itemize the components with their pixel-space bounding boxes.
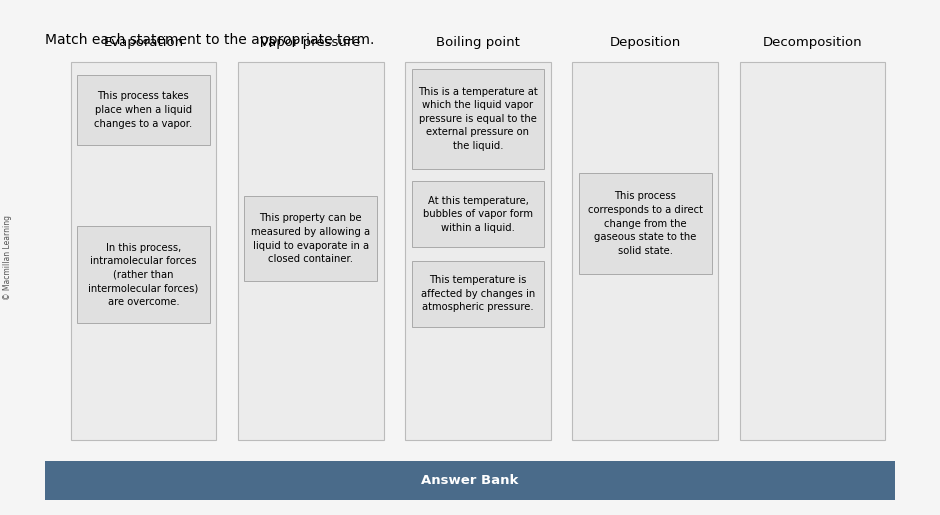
Text: This property can be
measured by allowing a
liquid to evaporate in a
closed cont: This property can be measured by allowin… [251, 213, 370, 264]
Bar [412, 261, 544, 327]
Text: © Macmillan Learning: © Macmillan Learning [3, 215, 12, 300]
Text: This is a temperature at
which the liquid vapor
pressure is equal to the
externa: This is a temperature at which the liqui… [418, 87, 538, 151]
Text: At this temperature,
bubbles of vapor form
within a liquid.: At this temperature, bubbles of vapor fo… [423, 196, 533, 233]
Bar [70, 62, 216, 440]
Bar [572, 62, 718, 440]
Bar [579, 174, 712, 274]
Bar [77, 227, 210, 323]
Text: In this process,
intramolecular forces
(rather than
intermolecular forces)
are o: In this process, intramolecular forces (… [88, 243, 198, 307]
Text: This process takes
place when a liquid
changes to a vapor.: This process takes place when a liquid c… [94, 92, 193, 129]
Text: Evaporation: Evaporation [103, 36, 183, 49]
Bar [77, 75, 210, 145]
Bar [412, 68, 544, 169]
Bar [412, 181, 544, 247]
Text: Answer Bank: Answer Bank [421, 474, 519, 487]
Bar [244, 196, 377, 281]
Text: This process
corresponds to a direct
change from the
gaseous state to the
solid : This process corresponds to a direct cha… [588, 192, 703, 256]
Text: Deposition: Deposition [610, 36, 681, 49]
Bar [405, 62, 551, 440]
Text: Vapor pressure: Vapor pressure [260, 36, 361, 49]
Text: Match each statement to the appropriate term.: Match each statement to the appropriate … [45, 33, 374, 47]
Bar [740, 62, 885, 440]
Text: Decomposition: Decomposition [763, 36, 862, 49]
Bar [238, 62, 384, 440]
Bar [45, 461, 895, 500]
Text: This temperature is
affected by changes in
atmospheric pressure.: This temperature is affected by changes … [421, 275, 535, 312]
Text: Boiling point: Boiling point [436, 36, 520, 49]
